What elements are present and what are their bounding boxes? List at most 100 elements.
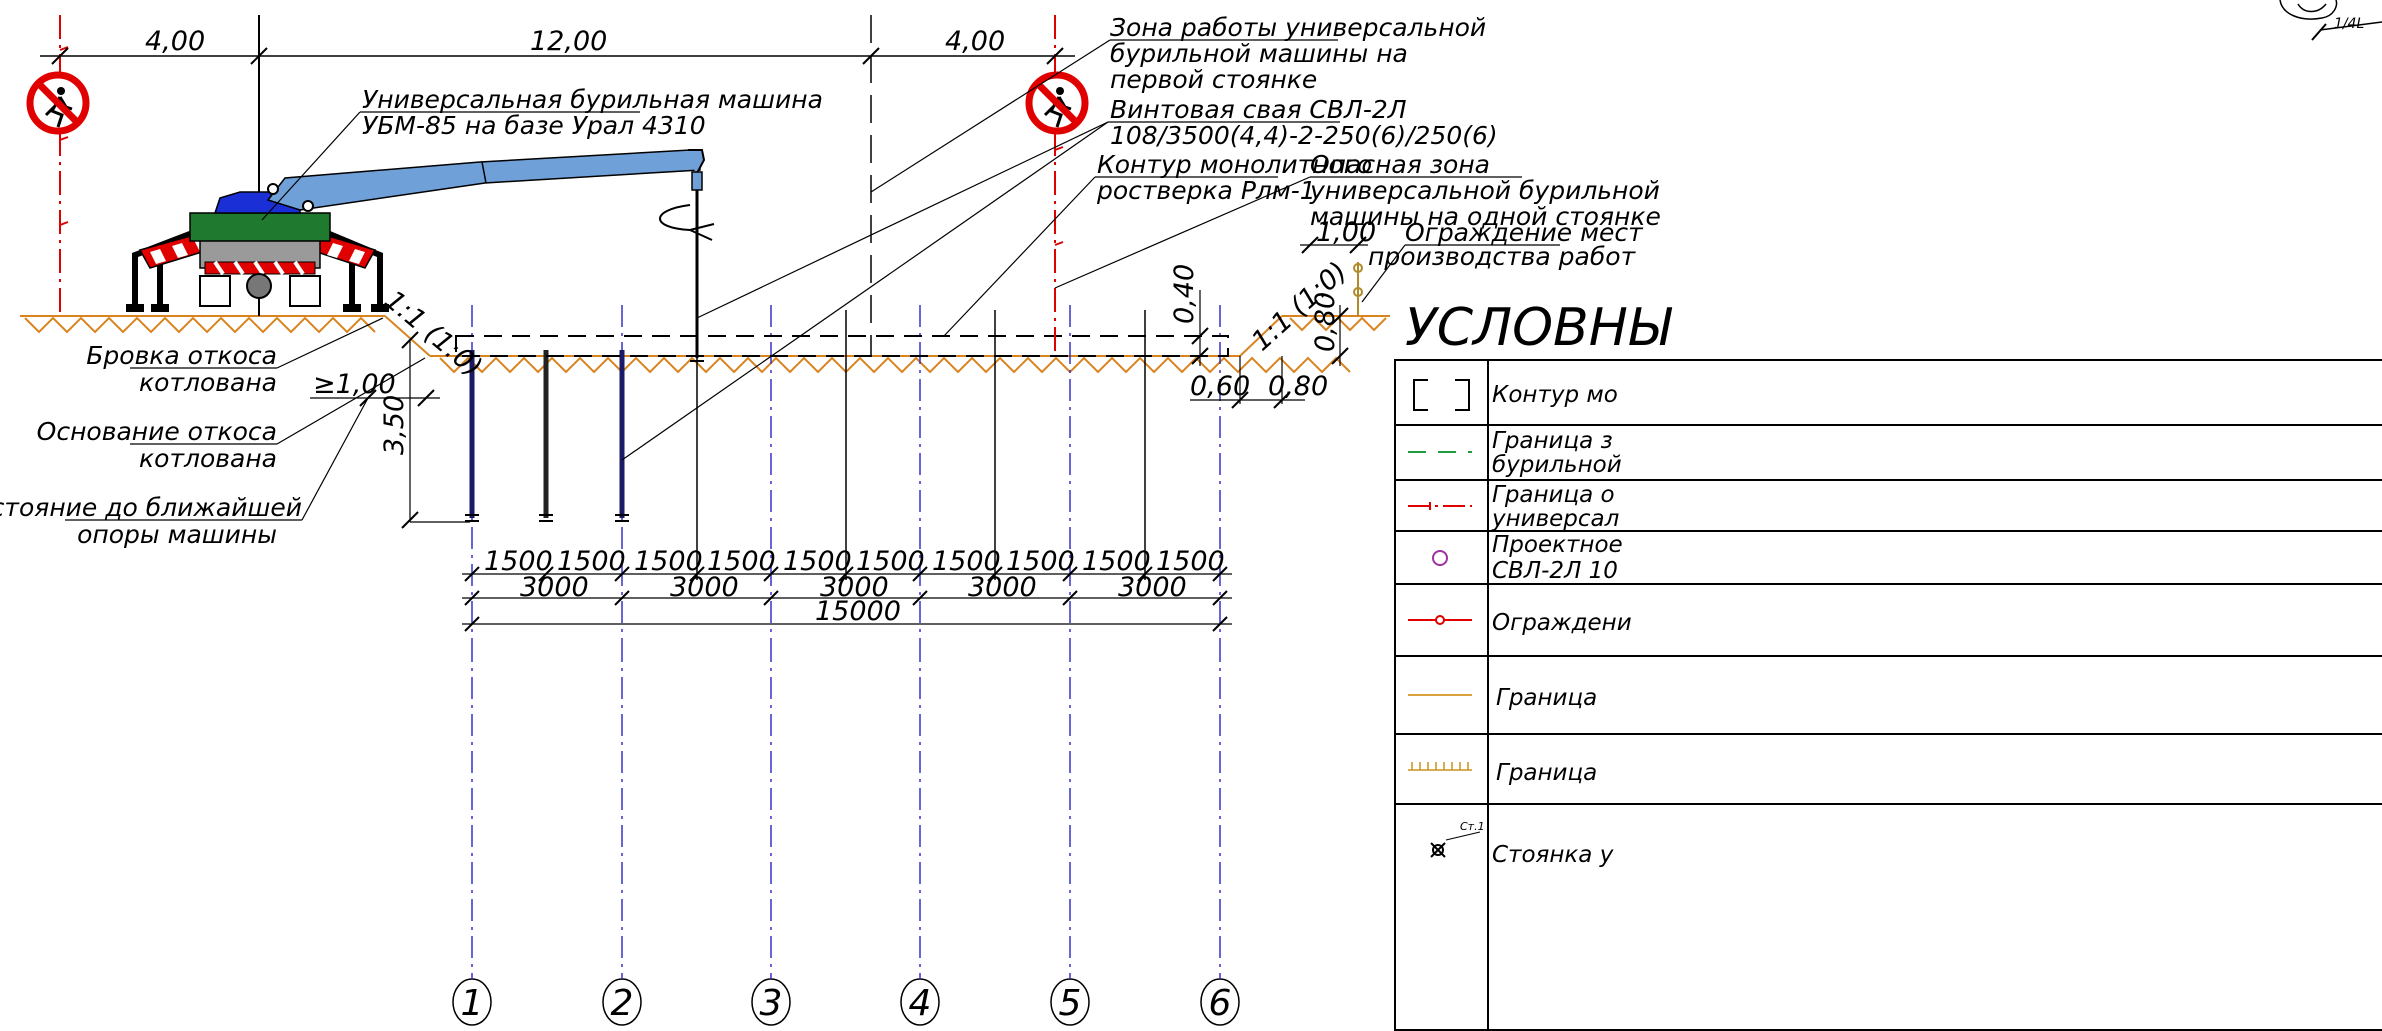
legend-row-3-line-2: универсал xyxy=(1491,506,1620,532)
dimension-tick xyxy=(1212,616,1228,632)
spacing-ticks xyxy=(464,566,1228,632)
legend-title: УСЛОВНЫ xyxy=(1405,298,1673,358)
fence-post xyxy=(1353,262,1363,316)
half-spacing-7: 1500 xyxy=(932,546,1001,577)
base-callout-1: Основание откоса xyxy=(37,417,277,446)
dimension-tick xyxy=(538,566,554,582)
axis-bubble-stems xyxy=(471,640,1221,979)
half-spacing-6: 1500 xyxy=(856,546,925,577)
dimension-tick xyxy=(912,566,928,582)
half-spacing-1: 1500 xyxy=(484,546,553,577)
axis-label-1: 1 xyxy=(461,983,484,1024)
full-spacing-1: 3000 xyxy=(520,572,589,603)
contour-icon xyxy=(1413,379,1470,411)
half-spacing-4: 1500 xyxy=(707,546,776,577)
zone-callout-1: Зона работы универсальной xyxy=(1110,13,1486,42)
full-spacing-3: 3000 xyxy=(820,572,889,603)
axis-label-2: 2 xyxy=(611,983,634,1024)
contour-callout-1: Контур монолитного xyxy=(1097,150,1372,179)
distance-callout-1: Расстояние до ближайшей xyxy=(0,493,302,522)
leader-lines xyxy=(65,39,1560,521)
dimension-tick xyxy=(1212,566,1228,582)
dimension-tick xyxy=(763,566,779,582)
axis-label-4: 4 xyxy=(909,983,932,1024)
dimension-tick xyxy=(1062,566,1078,582)
dim-100: 1,00 xyxy=(1316,217,1376,248)
half-spacing-3: 1500 xyxy=(634,546,703,577)
danger-callout-2: универсальной бурильной xyxy=(1309,176,1660,205)
contour-callout-2: ростверка Рлм-1 xyxy=(1096,176,1316,205)
distance-callout-2: опоры машины xyxy=(77,520,277,549)
half-spacing-2: 1500 xyxy=(557,546,626,577)
corner-label: 1/4L xyxy=(2334,16,2364,32)
legend-row-7-line-1: Граница xyxy=(1496,760,1597,786)
zone-lines xyxy=(59,15,1064,356)
drilling-machine xyxy=(126,149,706,312)
dimension-tick xyxy=(763,590,779,606)
dim-080-horizontal: 0,80 xyxy=(1268,371,1328,402)
full-spacing-4: 3000 xyxy=(968,572,1037,603)
dim-060: 0,60 xyxy=(1190,371,1250,402)
pile-callout-1: Винтовая свая СВЛ-2Л xyxy=(1110,95,1407,124)
legend-row-5-line-1: Ограждени xyxy=(1492,610,1632,636)
station-icon-label: Ст.1 xyxy=(1460,820,1485,833)
base-callout-2: котлована xyxy=(139,444,277,473)
dimension-tick xyxy=(464,616,480,632)
no-pedestrian-icon xyxy=(1025,71,1089,135)
axis-label-6: 6 xyxy=(1209,983,1232,1024)
danger-callout-1: Опасная зона xyxy=(1310,150,1490,179)
pile-callout-2: 108/3500(4,4)-2-250(6)/250(6) xyxy=(1110,121,1498,150)
dimension-tick xyxy=(987,566,1003,582)
dimension-tick xyxy=(464,566,480,582)
top-dim-2: 12,00 xyxy=(530,26,607,57)
fence-callout-2: производства работ xyxy=(1368,242,1637,271)
legend-table xyxy=(1394,359,2382,1031)
corner-sketch xyxy=(2279,0,2382,41)
total-spacing: 15000 xyxy=(815,596,901,627)
dim-350: 3,50 xyxy=(379,395,410,455)
piles xyxy=(465,190,1146,580)
fence-icon xyxy=(1408,615,1472,625)
dimension-tick xyxy=(614,590,630,606)
dimension-tick xyxy=(1137,566,1153,582)
dim-040: 0,40 xyxy=(1169,264,1200,324)
legend-row-8-line-1: Стоянка у xyxy=(1492,842,1614,868)
dimension-tick xyxy=(912,590,928,606)
half-spacing-5: 1500 xyxy=(783,546,852,577)
axis-label-5: 5 xyxy=(1059,983,1082,1024)
zone-callout-2: бурильной машины на xyxy=(1110,39,1408,68)
full-spacing-2: 3000 xyxy=(670,572,739,603)
brow-callout-2: котлована xyxy=(139,368,277,397)
legend-row-4-line-1: Проектное xyxy=(1492,532,1623,558)
legend-row-2-line-2: бурильной xyxy=(1492,452,1622,478)
dim-080-vertical: 0,80 xyxy=(1310,292,1341,352)
dimension-tick xyxy=(614,566,630,582)
dimension-tick xyxy=(689,566,705,582)
danger-boundary-icon xyxy=(1408,502,1472,510)
rotation-icon xyxy=(659,204,715,241)
dimension-tick xyxy=(1062,590,1078,606)
brow-callout-1: Бровка откоса xyxy=(86,341,277,370)
dimension-tick xyxy=(838,566,854,582)
grillage-contour xyxy=(455,335,1229,357)
legend-row-1-line-1: Контур мо xyxy=(1492,382,1618,408)
full-spacing-5: 3000 xyxy=(1118,572,1187,603)
danger-callout-3: машины на одной стоянке xyxy=(1310,202,1661,231)
half-spacing-9: 1500 xyxy=(1082,546,1151,577)
dim-ge100: ≥1,00 xyxy=(313,369,396,400)
machine-callout-1: Универсальная бурильная машина xyxy=(362,85,823,114)
legend-row-3-line-1: Граница о xyxy=(1492,482,1615,508)
legend-row-2-line-1: Граница з xyxy=(1492,428,1613,454)
dimension-tick xyxy=(464,590,480,606)
half-spacing-10: 1500 xyxy=(1156,546,1225,577)
top-dim-3: 4,00 xyxy=(945,26,1005,57)
legend-row-4-line-2: СВЛ-2Л 10 xyxy=(1492,558,1618,584)
no-pedestrian-icon xyxy=(26,71,90,135)
excavation-boundary-icon xyxy=(1408,762,1472,771)
top-dimension xyxy=(40,47,1075,65)
fence-callout-1: Ограждение мест xyxy=(1405,218,1644,247)
dimension-tick xyxy=(1212,590,1228,606)
half-spacing-8: 1500 xyxy=(1006,546,1075,577)
side-dim-lines xyxy=(310,236,1368,529)
